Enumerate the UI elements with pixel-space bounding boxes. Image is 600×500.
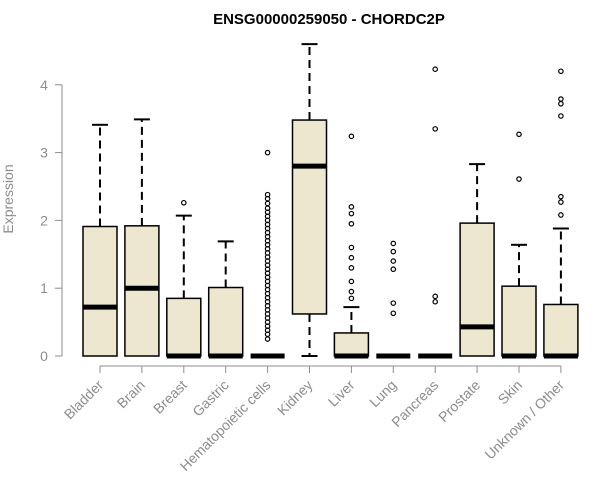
y-axis: 0 1 2 3 4 (40, 77, 63, 364)
outlier-point (516, 176, 522, 182)
outlier-point (264, 149, 271, 156)
outlier-point (181, 199, 187, 206)
box-gastric (207, 240, 244, 359)
y-axis-label: Expression (0, 164, 16, 233)
outlier-point (348, 133, 355, 140)
outlier-point (432, 293, 439, 300)
outlier-point (264, 191, 271, 198)
outlier-point (348, 295, 355, 302)
outlier-point (264, 336, 271, 342)
outlier-point (516, 131, 522, 138)
box-body (166, 297, 202, 357)
outlier-point (558, 96, 564, 102)
box-prostate (459, 163, 495, 357)
outlier-point (558, 68, 564, 75)
box-body (333, 332, 370, 357)
y-tick-label: 2 (40, 212, 48, 228)
outlier-point (558, 212, 564, 218)
box-body (543, 303, 579, 357)
outlier-point (390, 248, 397, 255)
y-tick-label: 0 (40, 348, 48, 364)
x-tick-label: Prostate (435, 377, 483, 425)
box-body (291, 119, 328, 315)
outlier-point (348, 265, 355, 271)
y-tick-label: 1 (40, 280, 48, 296)
box-skin (501, 131, 537, 359)
outlier-point (390, 258, 397, 264)
outlier-point (348, 244, 355, 251)
outlier-point (390, 310, 397, 317)
x-tick-label: Bladder (61, 377, 107, 423)
outlier-point (558, 113, 564, 119)
box-bladder (82, 123, 118, 357)
outlier-point (558, 193, 564, 200)
outlier-point (432, 298, 439, 305)
x-tick-label: Brain (114, 377, 148, 411)
x-tick-label: Breast (150, 377, 190, 417)
box-breast (166, 199, 202, 359)
box-lung (376, 240, 411, 359)
box-pancreas (418, 66, 453, 359)
plot-area (82, 43, 579, 359)
x-tick-label: Lung (366, 377, 399, 410)
outlier-point (264, 200, 271, 207)
y-tick-label: 3 (40, 145, 48, 161)
box-hematopoietic-cells (250, 149, 285, 359)
outlier-point (558, 100, 564, 107)
outlier-point (390, 240, 397, 247)
box-body (501, 285, 537, 357)
outlier-point (348, 254, 355, 261)
box-body (207, 286, 244, 357)
outlier-point (348, 204, 355, 210)
box-brain (124, 118, 160, 357)
box-unknown-other (543, 68, 579, 359)
outlier-point (432, 126, 439, 132)
box-body (124, 225, 160, 357)
outlier-point (390, 300, 397, 306)
box-body (459, 222, 495, 357)
box-body (82, 225, 118, 357)
x-tick-label: Unknown / Other (481, 377, 567, 463)
x-tick-label: Liver (325, 377, 358, 410)
box-kidney (291, 43, 328, 357)
y-tick-label: 4 (40, 77, 48, 93)
outlier-point (432, 66, 439, 73)
x-tick-label: Pancreas (388, 377, 441, 430)
outlier-point (348, 220, 355, 227)
x-tick-label: Kidney (274, 377, 316, 419)
x-tick-label: Skin (495, 377, 526, 408)
outlier-point (348, 210, 355, 217)
outlier-point (348, 278, 355, 285)
outlier-point (390, 266, 397, 273)
box-liver (333, 133, 370, 359)
chart-title: ENSG00000259050 - CHORDC2P (213, 11, 445, 28)
outlier-point (558, 199, 564, 205)
outlier-point (348, 288, 355, 295)
